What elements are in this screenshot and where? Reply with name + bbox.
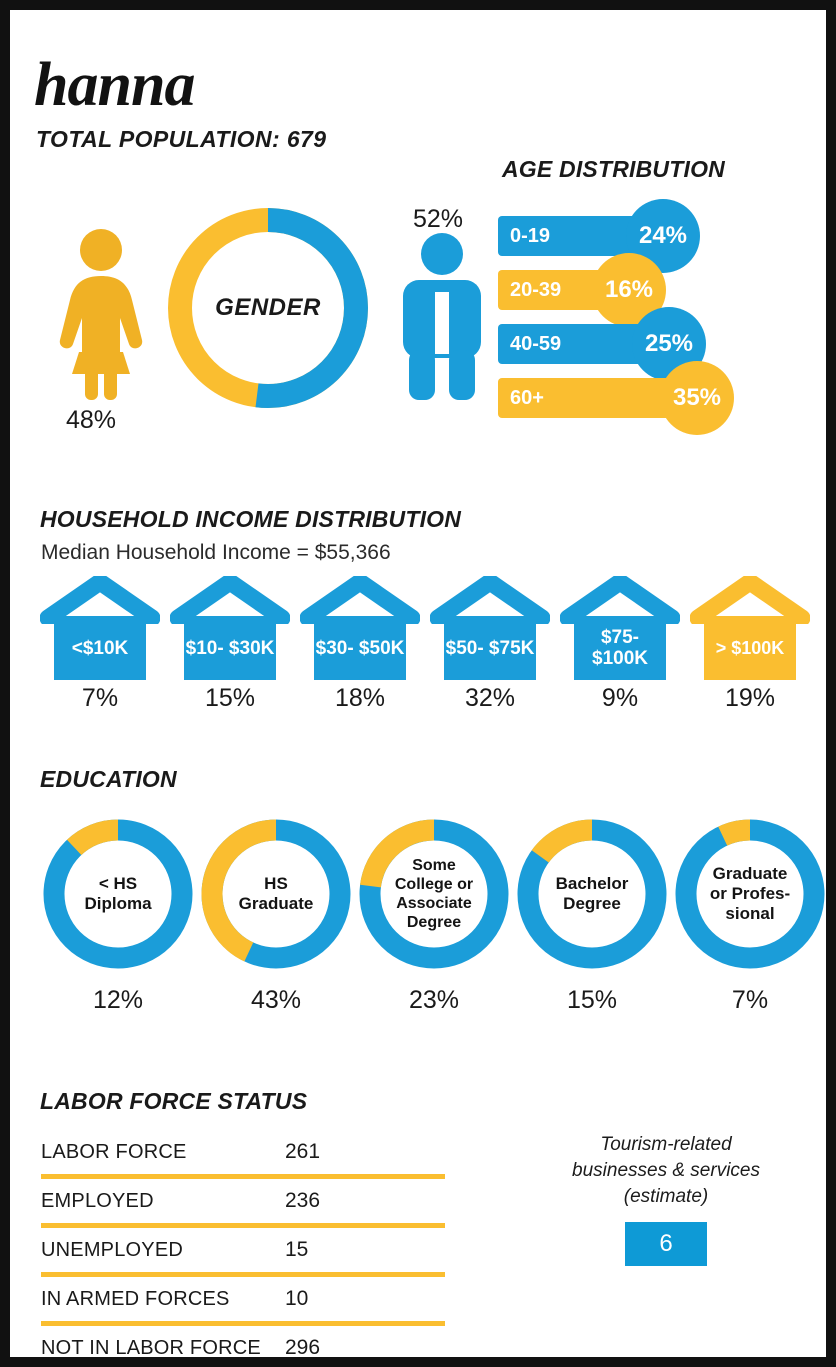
income-house-label-1: $10- $30K	[184, 616, 276, 680]
income-house-5: > $100K	[690, 576, 810, 680]
labor-force-title: LABOR FORCE STATUS	[40, 1088, 308, 1114]
income-house-pct-1: 15%	[204, 684, 256, 712]
infographic-canvas: hanna TOTAL POPULATION: 679 48%	[10, 10, 826, 1357]
total-population-label: TOTAL POPULATION: 679	[36, 126, 327, 152]
education-pct-3: 15%	[566, 986, 618, 1014]
labor-row-value-0: 261	[285, 1140, 321, 1163]
labor-row-name-2: UNEMPLOYED	[41, 1238, 184, 1261]
income-house-pct-4: 9%	[601, 684, 639, 712]
education-donut-0: < HS Diploma	[40, 816, 196, 972]
labor-row-name-3: IN ARMED FORCES	[41, 1287, 230, 1310]
table-row: LABOR FORCE 261	[41, 1130, 445, 1174]
tourism-caption-line-3: (estimate)	[623, 1186, 709, 1207]
age-distribution-chart: 0-19 24% 20-39 16% 40-59 25% 60+ 35%	[480, 199, 826, 435]
income-house-1: $10- $30K	[170, 576, 290, 680]
woman-icon	[52, 228, 150, 405]
tourism-caption: Tourism-related businesses & services (e…	[546, 1132, 786, 1210]
labor-row-name-1: EMPLOYED	[41, 1189, 154, 1212]
labor-row-value-4: 296	[285, 1336, 321, 1357]
education-label-4: Graduate or Profes- sional	[709, 864, 791, 923]
row-divider	[41, 1174, 445, 1179]
gender-center-label: GENDER	[215, 294, 321, 321]
age-bar-pct-0: 24%	[638, 222, 688, 249]
table-row: IN ARMED FORCES 10	[41, 1277, 445, 1321]
income-house-label-4: $75- $100K	[574, 616, 666, 680]
age-bar-pct-1: 16%	[604, 276, 654, 303]
education-label-1: HS Graduate	[238, 874, 314, 913]
labor-row-value-1: 236	[285, 1189, 321, 1212]
labor-row-name-0: LABOR FORCE	[41, 1140, 187, 1163]
table-row: NOT IN LABOR FORCE 296	[41, 1326, 445, 1357]
age-bar-label-0: 0-19	[510, 225, 551, 247]
labor-row-name-4: NOT IN LABOR FORCE	[41, 1336, 261, 1358]
education-pct-2: 23%	[408, 986, 460, 1014]
row-divider	[41, 1272, 445, 1277]
female-percent: 48%	[65, 406, 117, 434]
table-row: UNEMPLOYED 15	[41, 1228, 445, 1272]
education-donut-4: Graduate or Profes- sional	[672, 816, 826, 972]
income-house-0: <$10K	[40, 576, 160, 680]
education-pct-4: 7%	[731, 986, 769, 1014]
income-house-3: $50- $75K	[430, 576, 550, 680]
age-bar-pct-3: 35%	[672, 384, 722, 411]
education-donut-1: HS Graduate	[198, 816, 354, 972]
income-house-pct-3: 32%	[464, 684, 516, 712]
labor-row-value-2: 15	[285, 1238, 309, 1261]
row-divider	[41, 1223, 445, 1228]
education-pct-0: 12%	[92, 986, 144, 1014]
male-percent: 52%	[412, 205, 464, 233]
education-donut-2: Some College or Associate Degree	[356, 816, 512, 972]
education-label-2: Some College or Associate Degree	[394, 857, 474, 931]
gender-donut-chart: GENDER	[162, 202, 374, 414]
education-pct-1: 43%	[250, 986, 302, 1014]
median-income-label: Median Household Income = $55,366	[41, 541, 391, 564]
age-bar-label-2: 40-59	[510, 333, 562, 355]
tourism-callout: Tourism-related businesses & services (e…	[546, 1132, 786, 1266]
tourism-count-box: 6	[625, 1222, 707, 1266]
education-label-3: Bachelor Degree	[555, 874, 629, 913]
row-divider	[41, 1321, 445, 1326]
tourism-caption-line-1: Tourism-related	[600, 1134, 732, 1155]
income-house-pct-5: 19%	[724, 684, 776, 712]
age-bar-label-1: 20-39	[510, 279, 562, 301]
age-bar-pct-2: 25%	[644, 330, 694, 357]
income-house-label-0: <$10K	[54, 616, 146, 680]
page-title: hanna	[34, 51, 195, 119]
education-label-0: < HS Diploma	[84, 874, 152, 913]
income-house-2: $30- $50K	[300, 576, 420, 680]
income-title: HOUSEHOLD INCOME DISTRIBUTION	[40, 506, 462, 532]
table-row: EMPLOYED 236	[41, 1179, 445, 1223]
income-house-label-2: $30- $50K	[314, 616, 406, 680]
income-house-label-3: $50- $75K	[444, 616, 536, 680]
education-donut-3: Bachelor Degree	[514, 816, 670, 972]
age-bar-label-3: 60+	[510, 387, 544, 409]
education-title: EDUCATION	[40, 766, 177, 792]
age-distribution-title: AGE DISTRIBUTION	[502, 156, 725, 182]
tourism-count: 6	[659, 1230, 673, 1257]
age-bubble-3: 35%	[660, 361, 734, 435]
labor-row-value-3: 10	[285, 1287, 309, 1310]
income-house-label-5: > $100K	[704, 616, 796, 680]
tourism-caption-line-2: businesses & services	[572, 1160, 760, 1181]
income-house-pct-0: 7%	[81, 684, 119, 712]
income-house-4: $75- $100K	[560, 576, 680, 680]
man-icon	[399, 232, 485, 405]
labor-force-table: LABOR FORCE 261 EMPLOYED 236 UNEMPLOYED …	[41, 1130, 445, 1357]
income-house-pct-2: 18%	[334, 684, 386, 712]
